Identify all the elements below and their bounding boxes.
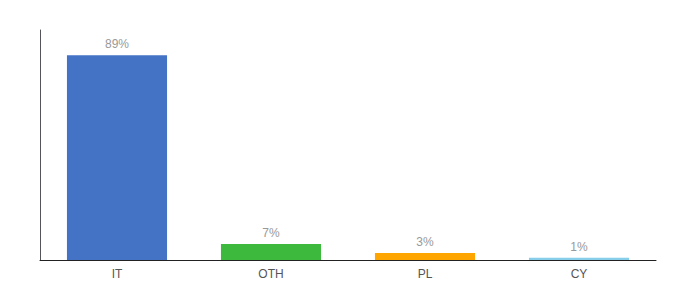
svg-text:CY: CY xyxy=(571,267,588,281)
svg-text:89%: 89% xyxy=(105,37,129,51)
svg-text:3%: 3% xyxy=(416,235,434,249)
svg-text:7%: 7% xyxy=(262,226,280,240)
svg-text:IT: IT xyxy=(112,267,123,281)
svg-text:1%: 1% xyxy=(570,240,588,254)
svg-text:PL: PL xyxy=(418,267,433,281)
svg-text:OTH: OTH xyxy=(258,267,283,281)
